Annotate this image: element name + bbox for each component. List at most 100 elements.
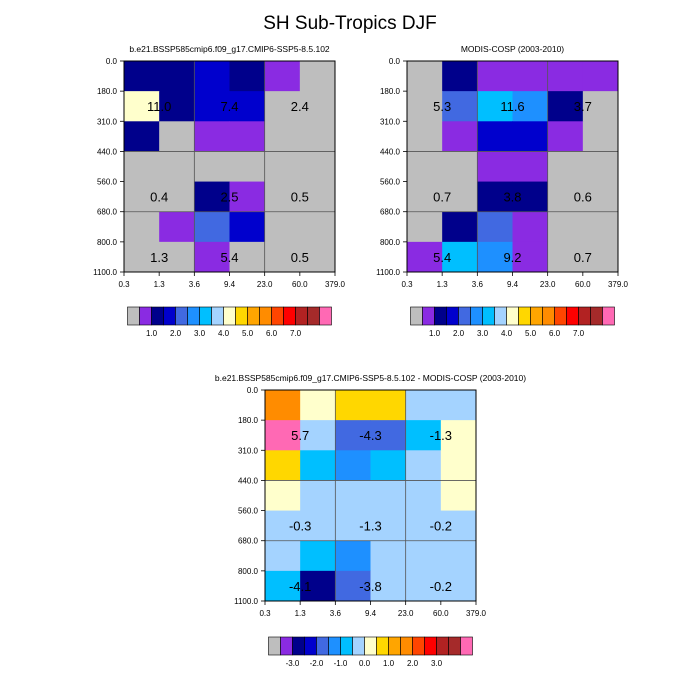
colorbar-box — [458, 306, 471, 326]
heatmap-cell — [265, 510, 301, 542]
heatmap-cell — [194, 241, 230, 273]
colorbar-box — [494, 306, 507, 326]
colorbar-label: -1.0 — [334, 659, 348, 668]
y-tick-label: 310.0 — [380, 117, 401, 126]
heatmap-cell — [477, 211, 513, 243]
data-label: 11.6 — [500, 99, 524, 114]
y-tick-label: 0.0 — [106, 57, 118, 66]
colorbar-box — [434, 306, 447, 326]
heatmap-cell — [442, 151, 478, 183]
heatmap-cell — [159, 61, 195, 92]
data-label: 5.4 — [220, 250, 238, 265]
x-tick-label: 3.6 — [189, 280, 201, 289]
data-label: 2.5 — [220, 190, 238, 205]
colorbar-box — [259, 306, 272, 326]
heatmap-cell — [265, 540, 301, 572]
data-label: 1.3 — [150, 250, 168, 265]
y-tick-label: 0.0 — [389, 57, 401, 66]
heatmap-cell — [159, 121, 195, 152]
colorbar-box — [247, 306, 260, 326]
heatmap-cell — [229, 151, 266, 183]
colorbar-box — [199, 306, 212, 326]
heatmap-cell — [407, 151, 443, 183]
colorbar-box — [319, 306, 332, 326]
data-label: 0.7 — [574, 250, 592, 265]
heatmap-cell — [264, 151, 301, 183]
colorbar-box — [364, 636, 377, 656]
heatmap-cell — [335, 390, 371, 421]
y-tick-label: 440.0 — [238, 476, 259, 485]
colorbar-box — [412, 636, 425, 656]
colorbar-box — [446, 306, 459, 326]
data-label: -3.8 — [359, 579, 381, 594]
x-tick-label: 0.3 — [118, 280, 130, 289]
heatmap-cell — [405, 450, 442, 481]
x-tick-label: 9.4 — [365, 609, 377, 618]
heatmap-cell — [194, 181, 230, 213]
colorbar-box — [460, 636, 473, 656]
colorbar-label: 2.0 — [170, 329, 182, 338]
heatmap-cell — [405, 540, 442, 572]
heatmap-cell — [265, 390, 301, 421]
heatmap-cell — [229, 121, 266, 152]
colorbar-label: 1.0 — [383, 659, 395, 668]
heatmap-cell — [264, 241, 301, 273]
colorbar-box — [578, 306, 591, 326]
colorbar-label: -3.0 — [286, 659, 300, 668]
colorbar-box — [211, 306, 224, 326]
colorbar-box — [424, 636, 437, 656]
heatmap-cell — [512, 91, 549, 122]
heatmap-cell — [229, 61, 266, 92]
x-tick-label: 1.3 — [295, 609, 307, 618]
colorbar-label: 7.0 — [573, 329, 585, 338]
heatmap-cell — [194, 121, 230, 152]
heatmap-cell — [477, 61, 513, 92]
heatmap-cell — [442, 241, 478, 273]
heatmap-cell — [335, 420, 371, 451]
heatmap-cell — [335, 510, 371, 542]
colorbar-label: 3.0 — [194, 329, 206, 338]
colorbar-box — [268, 636, 281, 656]
heatmap-cell — [582, 61, 619, 92]
heatmap-cell — [512, 61, 549, 92]
heatmap-cell — [299, 61, 336, 92]
x-tick-label: 3.6 — [472, 280, 484, 289]
y-tick-label: 800.0 — [97, 238, 118, 247]
heatmap-cell — [159, 151, 195, 183]
heatmap-cell — [335, 450, 371, 481]
heatmap-cell — [440, 390, 477, 421]
colorbar-box — [352, 636, 365, 656]
heatmap-cell — [194, 91, 230, 122]
heatmap-cell — [159, 211, 195, 243]
x-tick-label: 60.0 — [575, 280, 591, 289]
y-tick-label: 180.0 — [238, 416, 259, 425]
colorbar-box — [280, 636, 293, 656]
heatmap-cell — [512, 151, 549, 183]
heatmap-cell — [477, 151, 513, 183]
heatmap-cell — [299, 121, 336, 152]
colorbar-label: 5.0 — [525, 329, 537, 338]
x-tick-label: 1.3 — [154, 280, 166, 289]
heatmap-cell — [477, 91, 513, 122]
heatmap-cell — [512, 211, 549, 243]
heatmap-cell — [159, 91, 195, 122]
heatmap-cell — [407, 241, 443, 273]
y-tick-label: 680.0 — [380, 208, 401, 217]
heatmap-cell — [547, 91, 584, 122]
colorbar-label: 6.0 — [266, 329, 278, 338]
colorbar-box — [271, 306, 284, 326]
heatmap-cell — [300, 480, 336, 512]
data-label: -4.3 — [359, 428, 381, 443]
x-tick-label: 0.3 — [401, 280, 413, 289]
colorbar-box — [292, 636, 305, 656]
colorbar-box — [506, 306, 519, 326]
heatmap-cell — [512, 241, 549, 273]
heatmap-cell — [440, 420, 477, 451]
heatmap-cell — [299, 181, 336, 213]
heatmap-cell — [477, 121, 513, 152]
heatmap-cell — [407, 91, 443, 122]
heatmap-cell — [194, 61, 230, 92]
colorbar-box — [187, 306, 200, 326]
heatmap-cell — [124, 241, 160, 273]
y-tick-label: 1100.0 — [234, 597, 258, 606]
